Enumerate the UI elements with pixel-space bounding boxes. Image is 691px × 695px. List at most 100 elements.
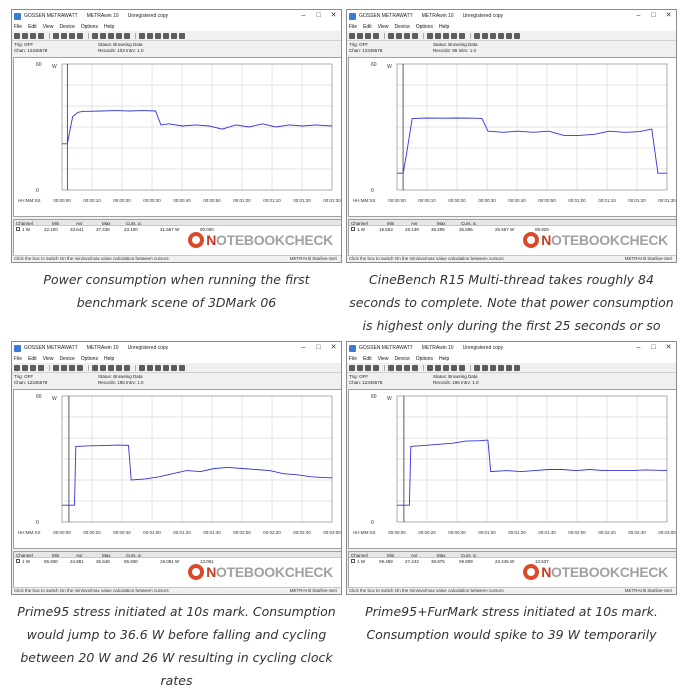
maximize-icon[interactable]: □ [316, 12, 321, 19]
toolbar-button-icon[interactable] [139, 364, 145, 371]
toolbar-button-icon[interactable] [427, 32, 433, 39]
toolbar-button-icon[interactable] [357, 32, 363, 39]
toolbar-button-icon[interactable] [163, 32, 169, 39]
menu-help[interactable]: Help [103, 23, 115, 30]
menu-options[interactable]: Options [415, 355, 433, 362]
toolbar-button-icon[interactable] [147, 364, 153, 371]
toolbar-button-icon[interactable] [365, 32, 371, 39]
menu-file[interactable]: File [14, 23, 23, 30]
menu-view[interactable]: View [42, 23, 54, 30]
toolbar-button-icon[interactable] [357, 364, 363, 371]
toolbar-button-icon[interactable] [388, 32, 394, 39]
toolbar-button-icon[interactable] [435, 32, 441, 39]
toolbar-button-icon[interactable] [38, 364, 44, 371]
toolbar-button-icon[interactable] [116, 32, 122, 39]
toolbar-button-icon[interactable] [69, 364, 75, 371]
checkbox-icon[interactable] [16, 227, 20, 231]
toolbar-button-icon[interactable] [474, 364, 480, 371]
toolbar-button-icon[interactable] [92, 364, 98, 371]
minimize-icon[interactable]: – [636, 12, 641, 19]
minimize-icon[interactable]: – [636, 344, 641, 351]
menu-options[interactable]: Options [415, 23, 433, 30]
toolbar-button-icon[interactable] [396, 32, 402, 39]
power-plot[interactable]: 0 60 W HH:MM:SS 00:00:00 00:00:20 00:00:40 00:0… [348, 389, 676, 549]
toolbar-button-icon[interactable] [69, 32, 75, 39]
toolbar-button-icon[interactable] [116, 364, 122, 371]
maximize-icon[interactable]: □ [316, 344, 321, 351]
toolbar-button-icon[interactable] [53, 364, 59, 371]
power-plot[interactable]: 0 60 W HH:MM:SS 00:00:00 00:00:10 00:00:20 00:0… [348, 57, 676, 217]
toolbar-button-icon[interactable] [171, 32, 177, 39]
toolbar-button-icon[interactable] [155, 364, 161, 371]
toolbar-button-icon[interactable] [155, 32, 161, 39]
toolbar-button-icon[interactable] [349, 364, 355, 371]
toolbar-button-icon[interactable] [474, 32, 480, 39]
toolbar-button-icon[interactable] [443, 364, 449, 371]
toolbar-button-icon[interactable] [38, 32, 44, 39]
toolbar-button-icon[interactable] [388, 364, 394, 371]
toolbar-button-icon[interactable] [77, 32, 83, 39]
toolbar-button-icon[interactable] [53, 32, 59, 39]
table-row[interactable]: 1 W 22.100 33.641 37.435 23.100 31.667 W… [14, 226, 341, 233]
toolbar-button-icon[interactable] [179, 364, 185, 371]
menu-file[interactable]: File [14, 355, 23, 362]
toolbar-button-icon[interactable] [396, 364, 402, 371]
toolbar-button-icon[interactable] [30, 32, 36, 39]
toolbar-button-icon[interactable] [482, 32, 488, 39]
power-plot[interactable]: 0 60 W HH:MM:SS 00:00:00 00:00:20 00:00:40 00:0… [13, 389, 341, 549]
toolbar-button-icon[interactable] [435, 364, 441, 371]
toolbar-button-icon[interactable] [22, 32, 28, 39]
toolbar-button-icon[interactable] [92, 32, 98, 39]
toolbar-button-icon[interactable] [30, 364, 36, 371]
checkbox-icon[interactable] [351, 227, 355, 231]
table-row[interactable]: 1 W 19.553 28.139 36.295 35.596 25.667 W… [349, 226, 676, 233]
menu-device[interactable]: Device [394, 355, 410, 362]
table-row[interactable]: 1 W 09.459 27.443 38.976 09.909 23.445 W… [349, 558, 676, 565]
toolbar-button-icon[interactable] [506, 364, 512, 371]
toolbar-button-icon[interactable] [14, 364, 20, 371]
toolbar-button-icon[interactable] [443, 32, 449, 39]
menu-view[interactable]: View [377, 23, 389, 30]
toolbar-button-icon[interactable] [373, 364, 379, 371]
toolbar-button-icon[interactable] [427, 364, 433, 371]
toolbar-button-icon[interactable] [514, 32, 520, 39]
power-chart[interactable]: 0 60 W HH:MM:SS 00:00:00 00:00:20 00:00:40 00:0… [14, 390, 341, 548]
toolbar-button-icon[interactable] [77, 364, 83, 371]
toolbar-button-icon[interactable] [108, 364, 114, 371]
toolbar-button-icon[interactable] [373, 32, 379, 39]
toolbar-button-icon[interactable] [100, 32, 106, 39]
menu-options[interactable]: Options [80, 23, 98, 30]
power-plot[interactable]: 0 60 W HH:MM:SS 00:00:00 00:00:10 00:00:20 00:0… [13, 57, 341, 217]
toolbar-button-icon[interactable] [498, 364, 504, 371]
toolbar-button-icon[interactable] [179, 32, 185, 39]
toolbar-button-icon[interactable] [14, 32, 20, 39]
toolbar-button-icon[interactable] [365, 364, 371, 371]
menu-options[interactable]: Options [80, 355, 98, 362]
checkbox-icon[interactable] [16, 559, 20, 563]
menu-help[interactable]: Help [103, 355, 115, 362]
menu-edit[interactable]: Edit [363, 355, 372, 362]
toolbar-button-icon[interactable] [482, 364, 488, 371]
toolbar-button-icon[interactable] [490, 32, 496, 39]
menu-file[interactable]: File [349, 23, 358, 30]
menu-view[interactable]: View [377, 355, 389, 362]
power-chart[interactable]: 0 60 W HH:MM:SS 00:00:00 00:00:20 00:00:40 00:0… [349, 390, 676, 548]
toolbar-button-icon[interactable] [459, 32, 465, 39]
toolbar-button-icon[interactable] [404, 364, 410, 371]
menu-help[interactable]: Help [438, 23, 450, 30]
menu-file[interactable]: File [349, 355, 358, 362]
toolbar-button-icon[interactable] [349, 32, 355, 39]
maximize-icon[interactable]: □ [651, 12, 656, 19]
menu-device[interactable]: Device [59, 355, 75, 362]
toolbar-button-icon[interactable] [404, 32, 410, 39]
checkbox-icon[interactable] [351, 559, 355, 563]
toolbar-button-icon[interactable] [124, 32, 130, 39]
menu-edit[interactable]: Edit [28, 23, 37, 30]
toolbar-button-icon[interactable] [451, 32, 457, 39]
close-icon[interactable]: ✕ [665, 12, 672, 19]
menu-device[interactable]: Device [59, 23, 75, 30]
close-icon[interactable]: ✕ [330, 12, 337, 19]
menu-help[interactable]: Help [438, 355, 450, 362]
menu-edit[interactable]: Edit [363, 23, 372, 30]
toolbar-button-icon[interactable] [171, 364, 177, 371]
